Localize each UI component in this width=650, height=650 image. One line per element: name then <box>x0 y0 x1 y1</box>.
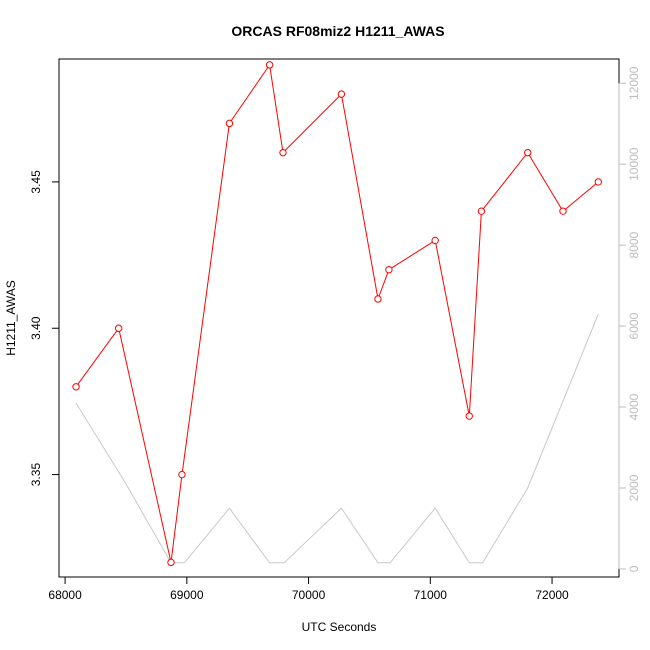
data-point <box>431 236 439 245</box>
x-axis: 68000 69000 70000 71000 72000 <box>48 576 569 602</box>
plot-frame <box>58 58 620 578</box>
chart-title: ORCAS RF08miz2 H1211_AWAS <box>231 23 444 39</box>
y-axis-label: H1211_AWAS <box>4 280 18 356</box>
y-tick-label: 3.35 <box>29 463 43 487</box>
series-line-left <box>75 63 599 563</box>
y-tick-label: 3.45 <box>29 170 43 194</box>
data-point <box>465 412 473 420</box>
data-point <box>225 119 234 128</box>
y2-tick-label: 10000 <box>627 147 641 181</box>
data-point <box>594 178 603 186</box>
data-point <box>265 61 274 69</box>
y-axis-right: 0 2000 4000 6000 8000 10000 12000 <box>618 66 641 572</box>
data-point <box>279 148 287 157</box>
x-tick-label: 69000 <box>170 588 204 602</box>
series-line-right <box>75 313 599 564</box>
y2-tick-label: 12000 <box>627 66 641 100</box>
data-point <box>523 148 532 157</box>
data-point <box>167 558 175 567</box>
x-axis-label: UTC Seconds <box>302 620 377 634</box>
y2-tick-label: 2000 <box>627 474 641 501</box>
y2-tick-label: 4000 <box>627 393 641 420</box>
y2-tick-label: 0 <box>627 565 641 572</box>
data-point <box>559 207 567 215</box>
x-tick-label: 72000 <box>535 588 569 602</box>
data-point <box>114 324 123 332</box>
x-tick-label: 68000 <box>48 588 82 602</box>
data-point <box>374 295 382 303</box>
data-point <box>477 207 486 215</box>
data-point <box>72 383 80 391</box>
data-point <box>337 90 346 98</box>
y2-tick-label: 8000 <box>627 231 641 258</box>
series-layer <box>72 61 603 567</box>
data-point <box>178 470 186 479</box>
y-tick-label: 3.40 <box>29 316 43 340</box>
data-point <box>385 266 393 274</box>
x-tick-label: 70000 <box>292 588 326 602</box>
x-tick-label: 71000 <box>414 588 448 602</box>
y-axis-left: 3.35 3.40 3.45 <box>29 170 60 487</box>
y2-tick-label: 6000 <box>627 312 641 339</box>
